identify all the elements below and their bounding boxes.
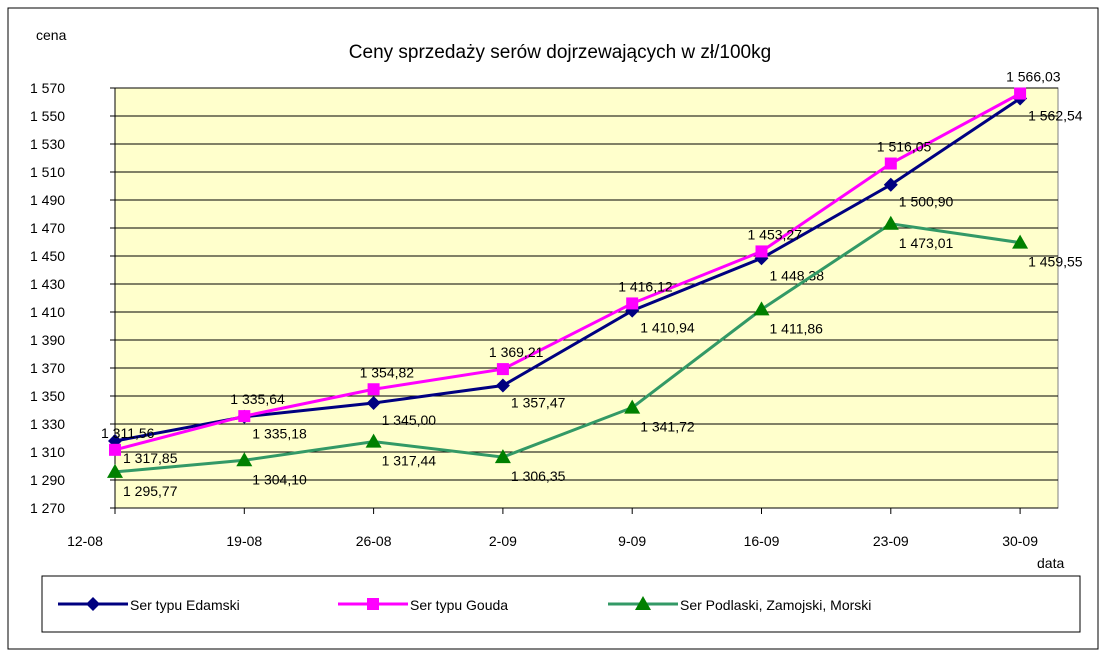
legend-marker bbox=[86, 597, 100, 611]
x-tick-label: 23-09 bbox=[873, 533, 909, 549]
data-point bbox=[624, 399, 641, 414]
x-tick-label: 19-08 bbox=[226, 533, 262, 549]
data-point bbox=[1014, 87, 1027, 100]
data-point bbox=[753, 301, 770, 316]
data-point bbox=[366, 396, 381, 410]
x-axis-label: data bbox=[1037, 555, 1064, 571]
data-point bbox=[1012, 234, 1029, 249]
data-point bbox=[495, 378, 510, 393]
y-tick-label: 1 330 bbox=[30, 416, 65, 432]
data-label: 1 459,55 bbox=[1028, 254, 1083, 270]
data-label: 1 317,85 bbox=[123, 450, 178, 466]
data-label: 1 473,01 bbox=[899, 235, 954, 251]
data-point bbox=[626, 297, 639, 310]
data-label: 1 448,38 bbox=[770, 267, 825, 283]
data-point bbox=[882, 215, 899, 230]
y-tick-label: 1 370 bbox=[30, 360, 65, 376]
data-label: 1 317,44 bbox=[382, 453, 437, 469]
chart-title: Ceny sprzedaży serów dojrzewających w zł… bbox=[349, 42, 771, 63]
data-point bbox=[365, 433, 382, 448]
data-point bbox=[238, 410, 251, 423]
data-label: 1 335,64 bbox=[230, 391, 285, 407]
data-label: 1 345,00 bbox=[382, 412, 437, 428]
data-label: 1 295,77 bbox=[123, 483, 178, 499]
data-label: 1 369,21 bbox=[489, 344, 544, 360]
data-label: 1 453,27 bbox=[748, 226, 803, 242]
y-tick-label: 1 290 bbox=[30, 472, 65, 488]
x-tick-label: 16-09 bbox=[744, 533, 780, 549]
y-tick-label: 1 570 bbox=[30, 80, 65, 96]
x-tick-label: 9-09 bbox=[618, 533, 646, 549]
y-tick-label: 1 390 bbox=[30, 332, 65, 348]
x-tick-label: 12-08 bbox=[67, 533, 103, 549]
y-tick-label: 1 450 bbox=[30, 248, 65, 264]
data-point bbox=[109, 443, 121, 456]
data-label: 1 516,05 bbox=[877, 139, 932, 155]
y-tick-label: 1 510 bbox=[30, 164, 65, 180]
legend bbox=[41, 575, 1081, 633]
data-label: 1 341,72 bbox=[640, 419, 695, 435]
y-tick-label: 1 470 bbox=[30, 220, 65, 236]
y-tick-label: 1 310 bbox=[30, 444, 65, 460]
data-point bbox=[883, 177, 898, 192]
series-line bbox=[114, 97, 1021, 443]
legend-marker bbox=[367, 598, 379, 610]
series-line bbox=[114, 92, 1021, 452]
data-label: 1 354,82 bbox=[360, 364, 415, 380]
data-point bbox=[884, 157, 897, 170]
data-label: 1 500,90 bbox=[899, 194, 954, 210]
y-tick-label: 1 270 bbox=[30, 500, 65, 516]
legend-label: Ser typu Edamski bbox=[130, 597, 240, 613]
y-tick-label: 1 490 bbox=[30, 192, 65, 208]
data-label: 1 306,35 bbox=[511, 468, 566, 484]
data-label: 1 311,56 bbox=[101, 425, 155, 441]
x-tick-label: 2-09 bbox=[489, 533, 517, 549]
y-axis-label: cena bbox=[36, 27, 67, 43]
legend-label: Ser typu Gouda bbox=[410, 597, 508, 613]
data-label: 1 304,10 bbox=[252, 471, 307, 487]
data-label: 1 411,86 bbox=[770, 320, 824, 336]
data-label: 1 416,12 bbox=[618, 278, 673, 294]
legend-marker bbox=[635, 596, 651, 610]
series-line bbox=[114, 222, 1021, 474]
legend-label: Ser Podlaski, Zamojski, Morski bbox=[680, 597, 871, 613]
data-label: 1 566,03 bbox=[1006, 69, 1061, 85]
y-tick-label: 1 430 bbox=[30, 276, 65, 292]
data-label: 1 410,94 bbox=[640, 320, 695, 336]
data-point bbox=[367, 383, 380, 396]
data-label: 1 562,54 bbox=[1028, 107, 1083, 123]
data-point bbox=[494, 449, 511, 464]
x-tick-label: 26-08 bbox=[356, 533, 392, 549]
data-label: 1 357,47 bbox=[511, 395, 566, 411]
y-tick-label: 1 530 bbox=[30, 136, 65, 152]
data-point bbox=[496, 363, 509, 376]
data-point bbox=[755, 245, 768, 258]
data-point bbox=[236, 452, 253, 467]
x-tick-label: 30-09 bbox=[1002, 533, 1038, 549]
y-tick-label: 1 410 bbox=[30, 304, 65, 320]
data-label: 1 335,18 bbox=[252, 426, 307, 442]
data-point bbox=[107, 463, 123, 478]
y-tick-label: 1 550 bbox=[30, 108, 65, 124]
y-tick-label: 1 350 bbox=[30, 388, 65, 404]
